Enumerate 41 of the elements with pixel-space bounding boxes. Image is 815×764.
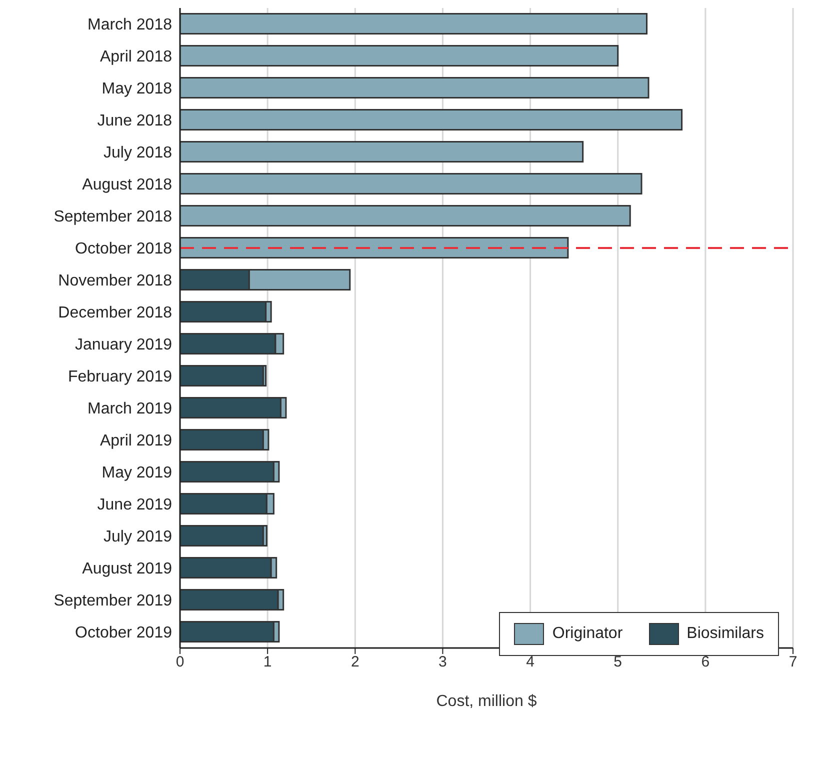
y-tick-label: February 2019	[68, 368, 172, 386]
bar	[180, 173, 642, 195]
bar	[180, 141, 584, 163]
legend-label: Biosimilars	[686, 624, 764, 644]
x-tick-label: 6	[701, 654, 710, 671]
bar	[180, 237, 569, 259]
bar	[180, 77, 650, 99]
bar	[180, 109, 683, 131]
y-tick-label: June 2019	[97, 496, 172, 514]
bar	[180, 205, 631, 227]
y-tick-label: May 2018	[102, 80, 172, 98]
y-tick-label: October 2019	[75, 624, 172, 642]
y-tick-label: September 2018	[54, 208, 172, 226]
y-tick-label: April 2019	[100, 432, 172, 450]
y-tick-label: September 2019	[54, 592, 172, 610]
x-axis-title: Cost, million $	[436, 693, 537, 710]
x-tick-label: 3	[438, 654, 447, 671]
x-tick-label: 7	[788, 654, 798, 671]
y-tick-label: November 2018	[58, 272, 172, 290]
y-tick-label: June 2018	[97, 112, 172, 130]
y-tick-label: March 2018	[88, 16, 172, 34]
x-tick-label: 4	[526, 654, 534, 671]
y-tick-label: August 2018	[82, 176, 172, 194]
bar	[180, 13, 648, 35]
y-tick-label: July 2018	[104, 144, 172, 162]
y-tick-label: October 2018	[75, 240, 172, 258]
y-tick-label: April 2018	[100, 48, 172, 66]
y-tick-label: March 2019	[88, 400, 172, 418]
legend-label: Originator	[551, 624, 623, 644]
x-tick-label: 1	[263, 654, 272, 671]
bar	[180, 365, 264, 387]
x-tick-label: 0	[176, 654, 184, 671]
y-tick-label: July 2019	[104, 528, 172, 546]
bar	[180, 525, 264, 547]
x-tick-label: 5	[614, 654, 622, 671]
y-tick-label: May 2019	[102, 464, 172, 482]
y-tick-label: December 2018	[58, 304, 172, 322]
y-tick-label: August 2019	[82, 560, 172, 578]
x-tick-label: 2	[350, 654, 360, 671]
y-tick-label: January 2019	[75, 336, 172, 354]
bar	[180, 45, 619, 67]
